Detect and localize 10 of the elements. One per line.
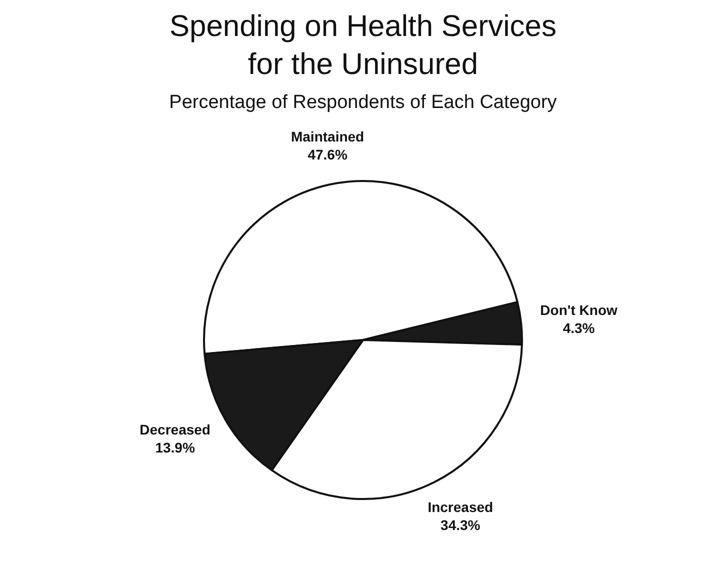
data-label: 4.3% [562, 320, 596, 336]
data-label: 47.6% [308, 146, 348, 163]
slice-label: Maintained [290, 128, 364, 145]
slice-label: Don't Know [540, 302, 618, 318]
data-label: 13.9% [155, 439, 196, 456]
slice-label: Increased [428, 499, 494, 516]
chart-subtitle: Percentage of Respondents of Each Category [168, 92, 558, 114]
data-label: 34.3% [440, 517, 481, 534]
slice-label: Decreased [140, 421, 210, 438]
chart-title: Spending on Health Services for the Uninsured [168, 9, 558, 83]
